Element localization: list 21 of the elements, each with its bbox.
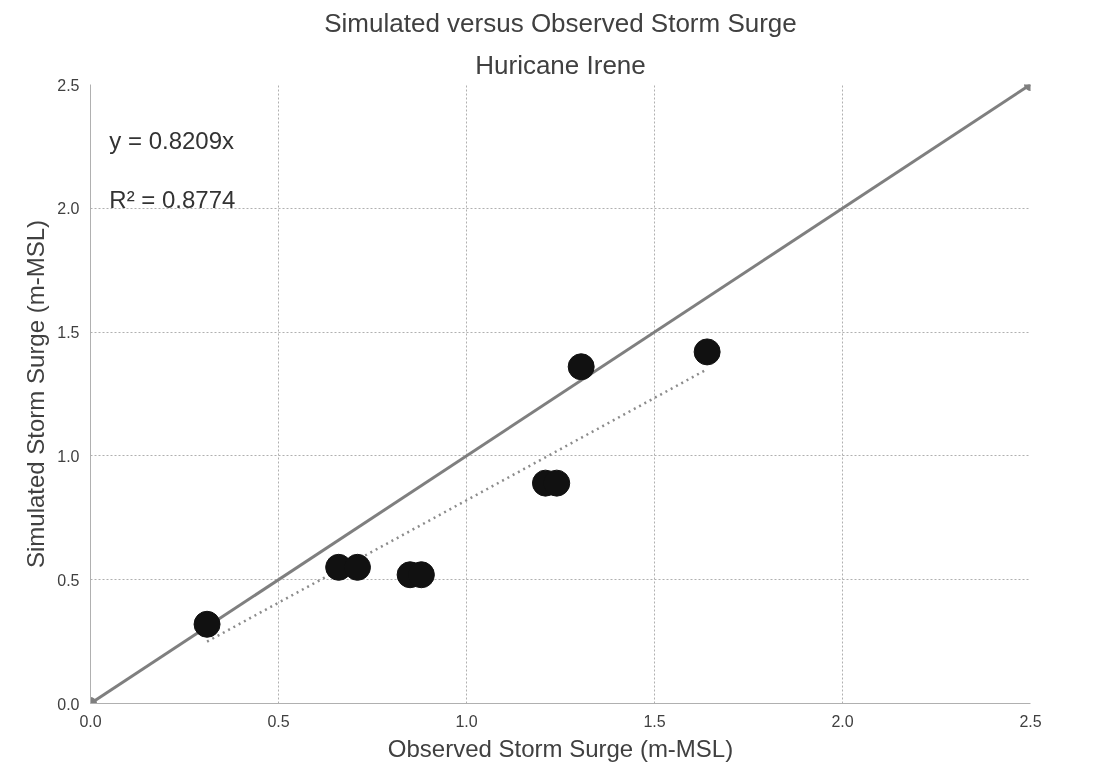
point xyxy=(567,353,595,381)
annotation: y = 0.8209x xyxy=(109,126,235,154)
annotation: R² = 0.8774 xyxy=(109,186,236,214)
x-tick-label: 1.5 xyxy=(643,712,666,730)
chart-subtitle: Huricane Irene xyxy=(475,49,646,80)
point xyxy=(193,610,221,638)
x-tick-label: 0.5 xyxy=(267,712,290,730)
x-tick-label: 2.5 xyxy=(1019,712,1042,730)
y-tick-label: 2.5 xyxy=(57,76,80,94)
x-tick-label: 0.0 xyxy=(79,712,102,730)
x-tick-label: 1.0 xyxy=(455,712,478,730)
y-tick-label: 2.0 xyxy=(57,200,80,218)
y-axis-title: Simulated Storm Surge (m-MSL) xyxy=(22,219,50,569)
chart-title: Simulated versus Observed Storm Surge xyxy=(324,7,797,38)
x-tick-label: 2.0 xyxy=(831,712,854,730)
y-tick-label: 1.0 xyxy=(57,447,80,465)
y-tick-label: 0.0 xyxy=(57,695,80,713)
y-tick-label: 0.5 xyxy=(57,571,80,589)
point xyxy=(693,338,721,366)
x-axis-title: Observed Storm Surge (m-MSL) xyxy=(387,734,734,762)
y-tick-label: 1.5 xyxy=(57,324,80,342)
